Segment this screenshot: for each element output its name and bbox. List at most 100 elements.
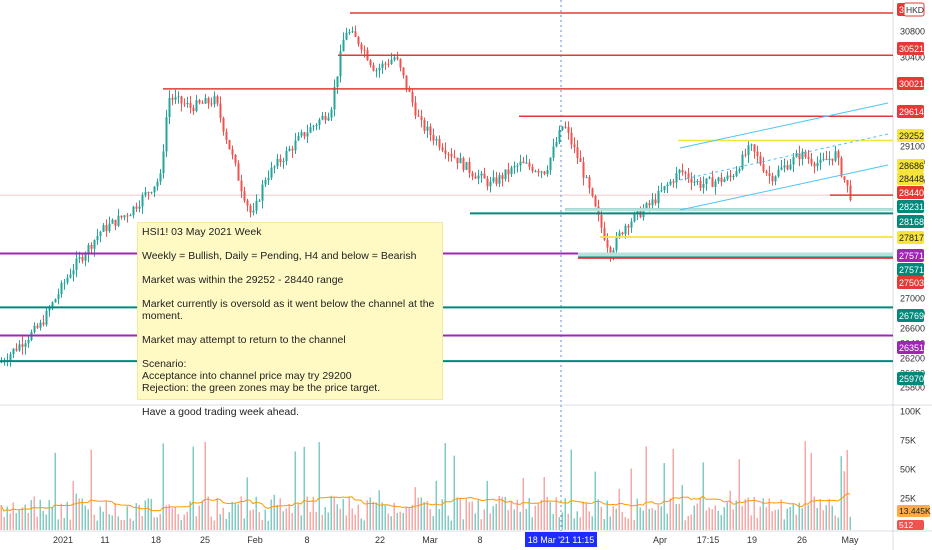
- candle-body: [420, 116, 423, 120]
- candle-body: [468, 161, 471, 173]
- candle-body: [162, 151, 165, 174]
- volume-bar: [120, 519, 122, 530]
- candle-body: [381, 63, 384, 68]
- volume-bar: [660, 506, 662, 530]
- crosshair-date-label: 18 Mar '21 11:15: [528, 535, 595, 545]
- volume-bar: [756, 517, 758, 530]
- candle-body: [705, 178, 708, 185]
- candle-body: [582, 161, 585, 178]
- candle-body: [0, 361, 3, 363]
- svg-text:26351: 26351: [899, 343, 924, 353]
- candle-body: [522, 161, 525, 163]
- candle-body: [585, 177, 588, 179]
- volume-bar: [447, 515, 449, 530]
- volume-bar: [105, 501, 107, 530]
- candle-body: [90, 244, 93, 249]
- candle-body: [342, 39, 345, 52]
- volume-bar: [99, 506, 101, 530]
- candle-body: [60, 282, 63, 295]
- candle-body: [345, 32, 348, 40]
- candle-body: [828, 158, 831, 161]
- volume-bar: [570, 449, 572, 530]
- volume-bar: [372, 501, 374, 530]
- candle-body: [48, 308, 51, 311]
- candle-body: [306, 132, 309, 137]
- candle-body: [282, 160, 285, 163]
- volume-bar: [60, 503, 62, 530]
- candle-body: [618, 232, 621, 237]
- svg-text:27817: 27817: [899, 233, 924, 243]
- candle-body: [33, 325, 36, 332]
- candle-body: [63, 282, 66, 284]
- candle-body: [603, 227, 606, 240]
- analysis-note[interactable]: HSI1! 03 May 2021 Week Weekly = Bullish,…: [137, 222, 443, 418]
- volume-bar: [303, 446, 305, 530]
- volume-bar: [627, 518, 629, 530]
- svg-text:25970: 25970: [899, 374, 924, 384]
- candle-body: [96, 235, 99, 241]
- candle-body: [249, 205, 252, 213]
- candle-body: [357, 36, 360, 45]
- volume-bar: [396, 513, 398, 530]
- candle-body: [816, 162, 819, 167]
- volume-bar: [810, 453, 812, 530]
- candle-body: [207, 98, 210, 104]
- candle-body: [18, 344, 21, 351]
- volume-bar: [480, 519, 482, 530]
- volume-bar: [720, 514, 722, 530]
- volume-bar: [111, 515, 113, 530]
- note-title: HSI1! 03 May 2021 Week: [142, 226, 262, 238]
- time-tick-label: Mar: [422, 535, 438, 545]
- currency-badge: [903, 2, 925, 17]
- currency-badge-label: HKD: [906, 5, 924, 15]
- candle-body: [825, 158, 828, 161]
- volume-bar: [837, 517, 839, 530]
- candle-body: [576, 147, 579, 159]
- candle-body: [738, 169, 741, 172]
- volume-bar: [90, 449, 92, 530]
- level-label-28168: 28168: [897, 215, 924, 228]
- candle-body: [222, 118, 225, 132]
- price-tick-label: 26600: [900, 324, 925, 334]
- candle-body: [267, 177, 270, 181]
- level-label-27817: 27817: [897, 231, 924, 244]
- volume-bar: [816, 508, 818, 530]
- volume-bar: [606, 500, 608, 530]
- volume-bar: [498, 495, 500, 530]
- time-tick-label: 22: [375, 535, 385, 545]
- volume-bar: [615, 508, 617, 530]
- candle-body: [252, 210, 255, 213]
- candle-body: [693, 181, 696, 183]
- candle-body: [510, 167, 513, 175]
- candle-body: [213, 96, 216, 105]
- volume-bar: [33, 496, 35, 530]
- time-tick-label: 8: [304, 535, 309, 545]
- candle-body: [486, 178, 489, 187]
- volume-bar: [249, 510, 251, 530]
- candle-body: [546, 170, 549, 175]
- candle-body: [258, 200, 261, 202]
- candle-body: [294, 140, 297, 151]
- volume-bar: [489, 513, 491, 530]
- level-label-27571: 27571: [897, 249, 924, 262]
- volume-bar: [375, 502, 377, 530]
- candle-body: [837, 151, 840, 158]
- candle-body: [558, 129, 561, 143]
- volume-bar: [693, 505, 695, 530]
- volume-bar: [621, 512, 623, 530]
- candle-body: [786, 165, 789, 170]
- volume-bar: [243, 518, 245, 530]
- candle-body: [228, 139, 231, 150]
- volume-bar: [6, 506, 8, 530]
- volume-ma-badge: [897, 505, 930, 517]
- volume-bar: [267, 520, 269, 530]
- candle-body: [246, 200, 249, 206]
- volume-bar: [612, 505, 614, 530]
- volume-bar: [78, 498, 80, 530]
- candle-body: [84, 254, 87, 261]
- volume-bar: [390, 516, 392, 530]
- candle-body: [117, 215, 120, 226]
- volume-bar: [657, 504, 659, 530]
- candle-body: [231, 149, 234, 155]
